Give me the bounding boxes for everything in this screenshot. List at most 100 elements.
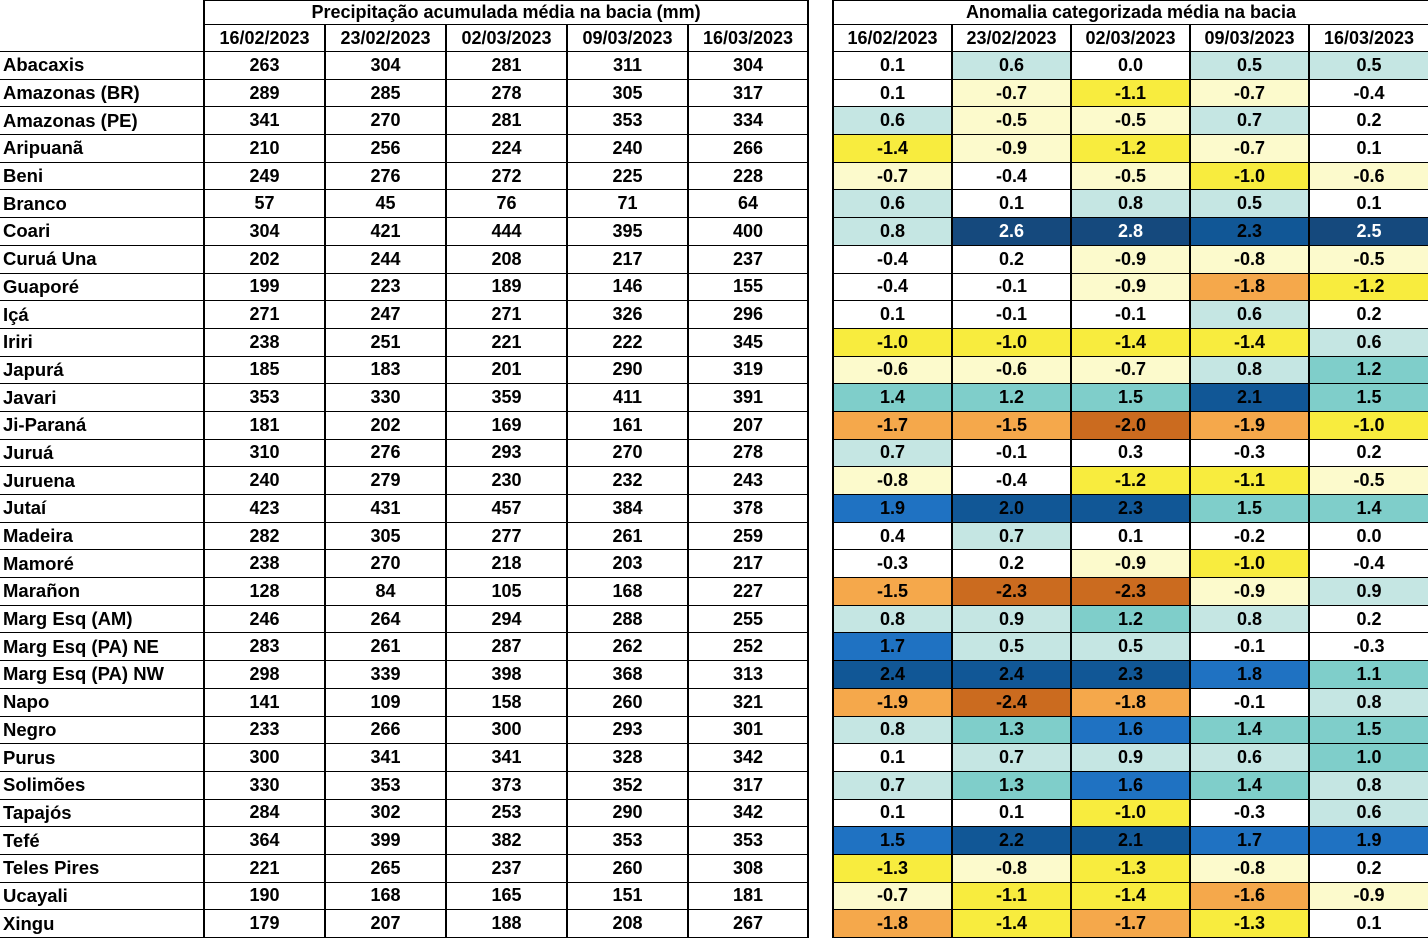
basin-name-cell[interactable]: Beni <box>0 161 205 191</box>
precip-cell[interactable]: 259 <box>686 521 810 551</box>
anomaly-cell[interactable]: 1.7 <box>1189 826 1310 855</box>
precip-cell[interactable]: 345 <box>686 327 810 357</box>
anomaly-cell[interactable]: -1.7 <box>1070 909 1191 938</box>
anomaly-cell[interactable]: -1.1 <box>1070 78 1191 108</box>
precip-cell[interactable]: 285 <box>324 78 447 108</box>
precip-cell[interactable]: 321 <box>686 687 810 717</box>
precip-cell[interactable]: 270 <box>324 106 447 136</box>
anomaly-cell[interactable]: 0.1 <box>832 51 953 80</box>
precip-cell[interactable]: 300 <box>445 715 568 745</box>
anomaly-cell[interactable]: 0.8 <box>832 715 953 745</box>
anomaly-cell[interactable]: 0.5 <box>1189 51 1310 80</box>
precip-cell[interactable]: 232 <box>566 466 689 495</box>
anomaly-cell[interactable]: -0.9 <box>1070 272 1191 302</box>
date-header[interactable]: 09/03/2023 <box>1189 24 1310 52</box>
precip-cell[interactable]: 342 <box>686 798 810 828</box>
precip-cell[interactable]: 270 <box>566 438 689 468</box>
anomaly-cell[interactable]: -0.5 <box>1070 106 1191 136</box>
anomaly-cell[interactable]: -0.7 <box>951 78 1072 108</box>
precip-cell[interactable]: 305 <box>566 78 689 108</box>
anomaly-cell[interactable]: 0.1 <box>1070 521 1191 551</box>
anomaly-cell[interactable]: -0.1 <box>951 438 1072 468</box>
anomaly-cell[interactable]: -0.9 <box>1189 577 1310 606</box>
basin-name-cell[interactable]: Mamoré <box>0 549 205 579</box>
precip-cell[interactable]: 399 <box>324 826 447 855</box>
precip-cell[interactable]: 411 <box>566 383 689 412</box>
anomaly-cell[interactable]: -1.0 <box>1070 798 1191 828</box>
basin-name-cell[interactable]: Aripuanã <box>0 134 205 163</box>
precip-cell[interactable]: 421 <box>324 217 447 246</box>
anomaly-cell[interactable]: 0.8 <box>1307 687 1428 717</box>
basin-name-cell[interactable]: Içá <box>0 300 205 329</box>
precip-cell[interactable]: 169 <box>445 410 568 440</box>
anomaly-cell[interactable]: 0.8 <box>1189 355 1310 385</box>
anomaly-cell[interactable]: -1.4 <box>1070 327 1191 357</box>
basin-name-cell[interactable]: Abacaxis <box>0 51 205 80</box>
anomaly-cell[interactable]: 0.9 <box>951 604 1072 634</box>
anomaly-cell[interactable]: 0.2 <box>1307 300 1428 329</box>
precip-cell[interactable]: 199 <box>203 272 326 302</box>
precip-cell[interactable]: 238 <box>203 327 326 357</box>
precip-cell[interactable]: 310 <box>203 438 326 468</box>
basin-name-cell[interactable]: Marg Esq (AM) <box>0 604 205 634</box>
precip-cell[interactable]: 244 <box>324 244 447 274</box>
precip-cell[interactable]: 151 <box>566 881 689 911</box>
anomaly-cell[interactable]: -0.4 <box>951 161 1072 191</box>
precip-cell[interactable]: 398 <box>445 660 568 689</box>
anomaly-cell[interactable]: -0.3 <box>1189 438 1310 468</box>
anomaly-cell[interactable]: 0.1 <box>832 300 953 329</box>
anomaly-cell[interactable]: -0.6 <box>832 355 953 385</box>
anomaly-cell[interactable]: 0.8 <box>1070 189 1191 219</box>
anomaly-cell[interactable]: 1.4 <box>1189 715 1310 745</box>
anomaly-cell[interactable]: 1.2 <box>1070 604 1191 634</box>
anomaly-cell[interactable]: 0.6 <box>1307 798 1428 828</box>
precip-cell[interactable]: 288 <box>566 604 689 634</box>
basin-name-cell[interactable]: Teles Pires <box>0 853 205 883</box>
precip-cell[interactable]: 221 <box>445 327 568 357</box>
precip-cell[interactable]: 225 <box>566 161 689 191</box>
anomaly-cell[interactable]: -0.1 <box>951 272 1072 302</box>
precip-cell[interactable]: 305 <box>324 521 447 551</box>
anomaly-cell[interactable]: 0.1 <box>1307 909 1428 938</box>
anomaly-cell[interactable]: 0.3 <box>1070 438 1191 468</box>
precip-cell[interactable]: 71 <box>566 189 689 219</box>
anomaly-cell[interactable]: 2.0 <box>951 494 1072 523</box>
anomaly-cell[interactable]: -1.5 <box>951 410 1072 440</box>
date-header[interactable]: 23/02/2023 <box>324 24 447 52</box>
basin-name-cell[interactable]: Curuá Una <box>0 244 205 274</box>
anomaly-cell[interactable]: 0.9 <box>1070 743 1191 772</box>
precip-cell[interactable]: 181 <box>203 410 326 440</box>
anomaly-cell[interactable]: 0.1 <box>951 189 1072 219</box>
anomaly-cell[interactable]: -0.8 <box>832 466 953 495</box>
anomaly-cell[interactable]: -1.2 <box>1070 134 1191 163</box>
anomaly-cell[interactable]: 1.4 <box>832 383 953 412</box>
anomaly-cell[interactable]: 0.6 <box>1307 327 1428 357</box>
anomaly-cell[interactable]: 1.5 <box>1307 383 1428 412</box>
date-header[interactable]: 23/02/2023 <box>951 24 1072 52</box>
precip-cell[interactable]: 84 <box>324 577 447 606</box>
precip-cell[interactable]: 253 <box>445 798 568 828</box>
anomaly-cell[interactable]: -0.5 <box>951 106 1072 136</box>
precip-cell[interactable]: 201 <box>445 355 568 385</box>
basin-name-cell[interactable]: Marañon <box>0 577 205 606</box>
anomaly-cell[interactable]: 0.8 <box>1189 604 1310 634</box>
anomaly-cell[interactable]: 0.1 <box>832 798 953 828</box>
anomaly-cell[interactable]: 2.8 <box>1070 217 1191 246</box>
precip-cell[interactable]: 45 <box>324 189 447 219</box>
precip-cell[interactable]: 252 <box>686 632 810 662</box>
precip-cell[interactable]: 168 <box>324 881 447 911</box>
precip-cell[interactable]: 308 <box>686 853 810 883</box>
anomaly-cell[interactable]: 0.0 <box>1070 51 1191 80</box>
date-header[interactable]: 02/03/2023 <box>1070 24 1191 52</box>
precip-cell[interactable]: 255 <box>686 604 810 634</box>
anomaly-cell[interactable]: 1.9 <box>1307 826 1428 855</box>
precip-cell[interactable]: 296 <box>686 300 810 329</box>
anomaly-cell[interactable]: -1.2 <box>1070 466 1191 495</box>
precip-cell[interactable]: 276 <box>324 161 447 191</box>
basin-name-cell[interactable]: Xingu <box>0 909 205 938</box>
anomaly-cell[interactable]: 0.8 <box>832 604 953 634</box>
anomaly-cell[interactable]: 1.7 <box>832 632 953 662</box>
anomaly-cell[interactable]: -0.5 <box>1307 466 1428 495</box>
anomaly-cell[interactable]: -0.1 <box>951 300 1072 329</box>
precip-cell[interactable]: 278 <box>445 78 568 108</box>
